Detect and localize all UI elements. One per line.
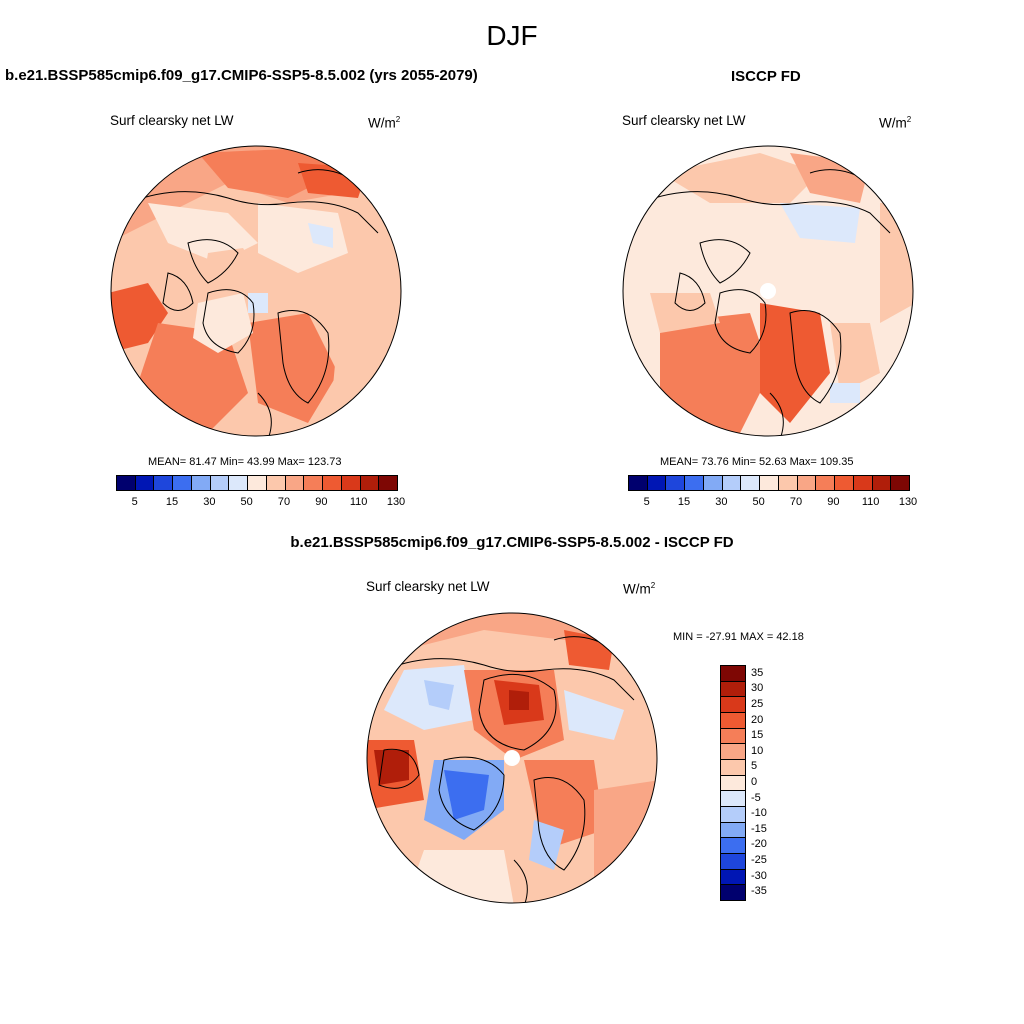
colorbar-tick-label: 0 [751, 776, 758, 788]
colorbar-tick-label: 30 [751, 682, 764, 695]
colorbar-swatch [853, 476, 873, 490]
colorbar-swatch [721, 760, 745, 776]
colorbar-tick-label: 15 [677, 496, 691, 508]
obs-units: W/m2 [879, 115, 912, 131]
season-title: DJF [486, 20, 538, 51]
colorbar-swatch [304, 476, 324, 490]
colorbar-tick-label: 70 [789, 496, 803, 508]
model-polar-map [110, 145, 402, 437]
colorbar-swatch [721, 666, 745, 682]
diff-stats: MIN = -27.91 MAX = 42.18 [673, 631, 804, 643]
colorbar-tick-label: 90 [315, 496, 328, 508]
colorbar-swatch [721, 728, 745, 745]
colorbar-swatch [721, 681, 745, 698]
colorbar-swatch [703, 476, 723, 490]
obs-colorbar [628, 475, 910, 491]
model-colorbar-ticks: 5 15 30 50 70 90 110 130 [116, 496, 406, 510]
colorbar-swatch [379, 476, 398, 490]
colorbar-swatch [891, 476, 910, 490]
colorbar-swatch [797, 476, 817, 490]
model-panel-title: b.e21.BSSP585cmip6.f09_g17.CMIP6-SSP5-8.… [5, 67, 478, 84]
colorbar-tick-label: 25 [751, 697, 764, 710]
colorbar-swatch [721, 869, 745, 886]
obs-variable-label: Surf clearsky net LW [622, 113, 746, 128]
colorbar-swatch [721, 791, 745, 808]
colorbar-swatch [154, 476, 174, 490]
colorbar-swatch [816, 476, 836, 490]
colorbar-swatch [778, 476, 798, 490]
colorbar-tick-label: 15 [751, 729, 764, 742]
colorbar-tick-label: 70 [277, 496, 291, 508]
diff-panel-title: b.e21.BSSP585cmip6.f09_g17.CMIP6-SSP5-8.… [290, 534, 734, 551]
colorbar-swatch [721, 697, 745, 714]
colorbar-swatch [647, 476, 667, 490]
colorbar-swatch [285, 476, 305, 490]
colorbar-swatch [721, 713, 745, 729]
colorbar-swatch [629, 476, 648, 490]
colorbar-tick-label: -15 [751, 822, 767, 835]
colorbar-swatch [722, 476, 742, 490]
colorbar-swatch [248, 476, 267, 490]
model-variable-label: Surf clearsky net LW [110, 113, 234, 128]
colorbar-swatch [721, 744, 745, 761]
colorbar-swatch [666, 476, 686, 490]
colorbar-swatch [721, 775, 745, 792]
colorbar-swatch [721, 838, 745, 855]
colorbar-swatch [191, 476, 211, 490]
colorbar-swatch [741, 476, 761, 490]
diff-variable-label: Surf clearsky net LW [366, 579, 490, 594]
colorbar-tick-label: -20 [751, 838, 767, 851]
obs-polar-map [622, 145, 914, 437]
colorbar-swatch [210, 476, 230, 490]
colorbar-tick-label: 130 [898, 496, 918, 508]
colorbar-tick-label: 5 [131, 496, 138, 508]
model-stats: MEAN= 81.47 Min= 43.99 Max= 123.73 [148, 456, 342, 468]
colorbar-tick-label: 35 [751, 666, 764, 679]
colorbar-swatch [266, 476, 286, 490]
obs-stats: MEAN= 73.76 Min= 52.63 Max= 109.35 [660, 456, 854, 468]
colorbar-tick-label: 5 [643, 496, 650, 508]
diff-units: W/m2 [623, 581, 656, 597]
colorbar-tick-label: 110 [861, 496, 880, 508]
colorbar-swatch [135, 476, 155, 490]
colorbar-swatch [173, 476, 192, 490]
colorbar-tick-label: 10 [751, 744, 764, 757]
colorbar-tick-label: -25 [751, 854, 767, 866]
colorbar-tick-label: -5 [751, 791, 761, 804]
colorbar-tick-label: 50 [240, 496, 253, 508]
obs-panel-title: ISCCP FD [731, 68, 801, 85]
colorbar-tick-label: 30 [715, 496, 728, 508]
colorbar-tick-label: 5 [751, 760, 758, 773]
colorbar-swatch [835, 476, 854, 490]
diff-colorbar-ticks: 35 30 25 20 15 10 5 0 -5 -10 -15 -20 -25 -30 -35 [751, 665, 791, 899]
colorbar-tick-label: 30 [203, 496, 216, 508]
colorbar-swatch [721, 807, 745, 823]
model-units: W/m2 [368, 115, 401, 131]
obs-colorbar-ticks: 5 15 30 50 70 90 110 130 [628, 496, 918, 510]
model-colorbar [116, 475, 398, 491]
diff-colorbar [720, 665, 746, 901]
colorbar-swatch [872, 476, 892, 490]
colorbar-tick-label: -30 [751, 869, 767, 882]
colorbar-tick-label: -10 [751, 807, 767, 820]
colorbar-tick-label: 90 [827, 496, 840, 508]
colorbar-swatch [229, 476, 249, 490]
colorbar-swatch [760, 476, 779, 490]
colorbar-tick-label: -35 [751, 885, 767, 898]
colorbar-swatch [341, 476, 361, 490]
colorbar-swatch [360, 476, 380, 490]
colorbar-tick-label: 110 [349, 496, 368, 508]
colorbar-tick-label: 20 [751, 713, 764, 726]
colorbar-tick-label: 50 [752, 496, 765, 508]
colorbar-swatch [685, 476, 704, 490]
colorbar-swatch [117, 476, 136, 490]
colorbar-tick-label: 130 [386, 496, 406, 508]
colorbar-swatch [721, 822, 745, 839]
colorbar-swatch [323, 476, 342, 490]
colorbar-tick-label: 15 [165, 496, 179, 508]
diff-polar-map [366, 612, 658, 904]
colorbar-swatch [721, 854, 745, 870]
colorbar-swatch [721, 885, 745, 901]
